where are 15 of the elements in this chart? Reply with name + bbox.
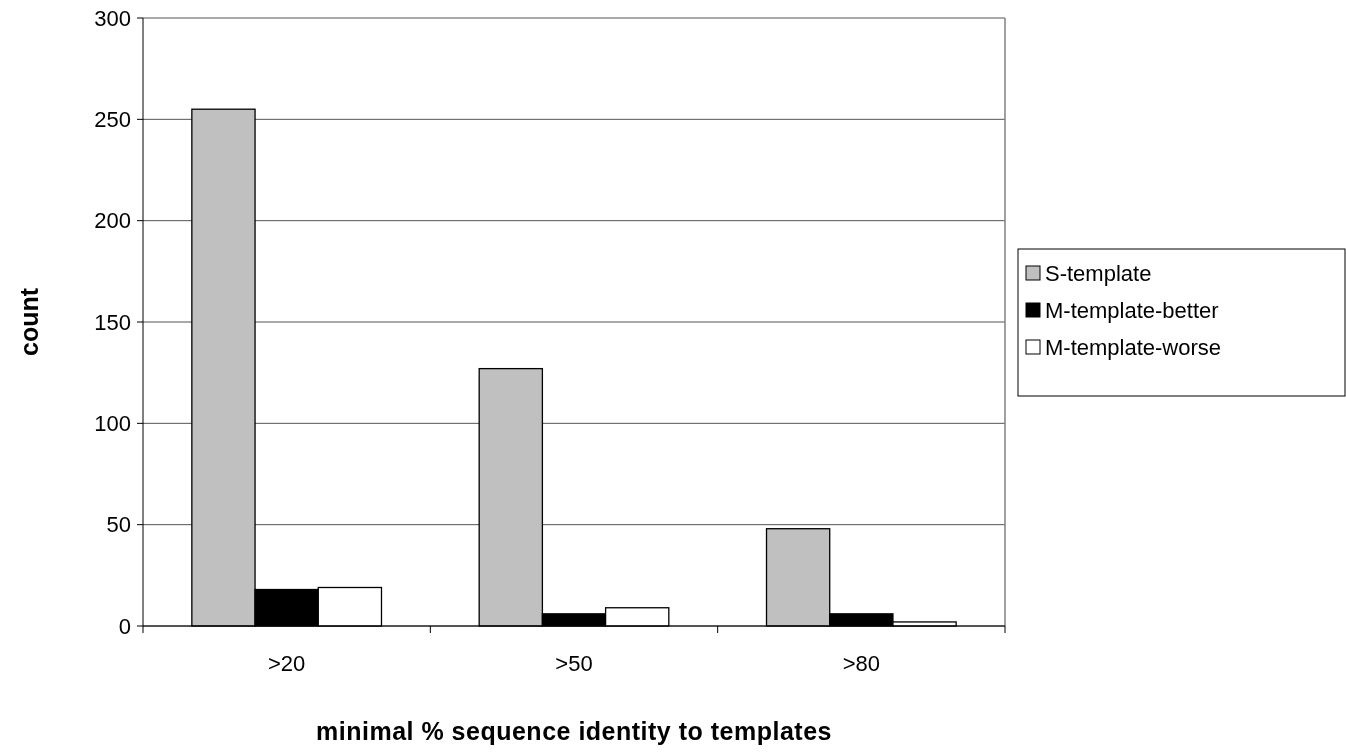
- y-axis-title: count: [15, 287, 43, 357]
- y-tick-label: 100: [94, 411, 131, 437]
- x-tick-label: >20: [268, 651, 306, 676]
- x-tick-label: >80: [842, 651, 880, 676]
- y-tick-label: 200: [94, 208, 131, 234]
- y-tick-label: 250: [94, 107, 131, 133]
- x-axis-title: minimal % sequence identity to templates: [316, 717, 832, 745]
- x-tick-label: >50: [555, 651, 593, 676]
- y-tick-label: 300: [94, 5, 131, 31]
- legend-label: S-template: [1045, 260, 1152, 286]
- y-tick-label: 50: [106, 512, 131, 538]
- legend-label: M-template-better: [1045, 297, 1219, 323]
- legend-label: M-template-worse: [1045, 334, 1222, 360]
- y-tick-label: 0: [118, 613, 131, 639]
- y-tick-label: 150: [94, 309, 131, 335]
